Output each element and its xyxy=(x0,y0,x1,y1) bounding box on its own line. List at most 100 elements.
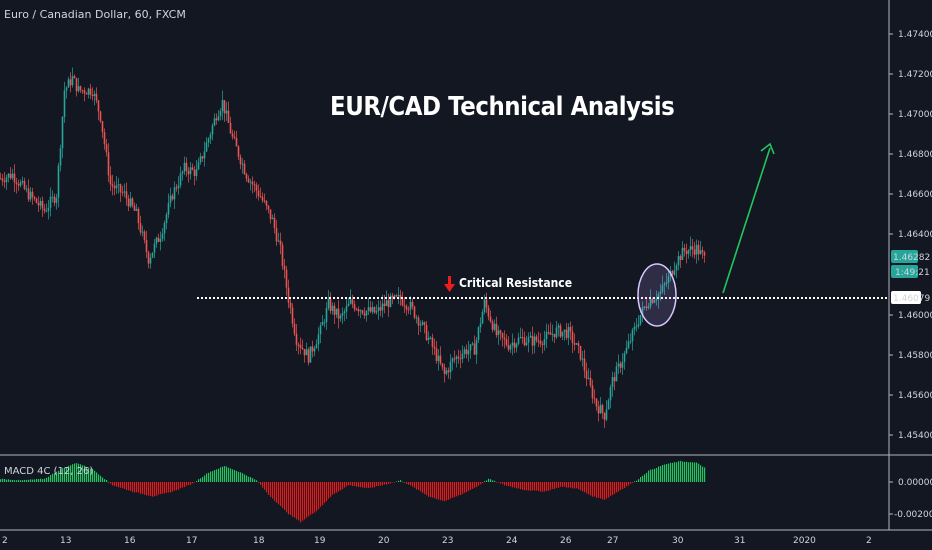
x-tick-label: 24 xyxy=(506,536,518,546)
candle-body xyxy=(649,299,652,307)
candle-body xyxy=(129,198,132,207)
candle-body xyxy=(161,233,164,239)
macd-bar xyxy=(376,482,378,487)
x-tick-label: 31 xyxy=(734,536,745,546)
macd-bar xyxy=(432,482,434,498)
macd-bar xyxy=(288,482,290,515)
candle-body xyxy=(377,307,380,312)
candle-body xyxy=(697,244,700,255)
macd-bar xyxy=(262,482,264,488)
candle-body xyxy=(97,100,100,112)
candle-body xyxy=(677,256,680,266)
macd-bar xyxy=(472,482,474,489)
macd-bar xyxy=(128,482,130,491)
candle-body xyxy=(331,305,334,311)
macd-bar xyxy=(630,482,632,484)
candle-body xyxy=(13,173,16,183)
candle-body xyxy=(245,174,248,179)
macd-bar xyxy=(174,482,176,491)
candle-body xyxy=(527,337,530,343)
candle-body xyxy=(633,326,636,330)
candle-body xyxy=(157,237,160,242)
candle-body xyxy=(397,295,400,297)
macd-bar xyxy=(456,482,458,497)
macd-bar xyxy=(366,482,368,488)
macd-bar xyxy=(368,482,370,489)
macd-bar xyxy=(620,482,622,491)
macd-bar xyxy=(46,477,48,482)
candle-body xyxy=(513,342,516,348)
macd-bar xyxy=(482,482,484,484)
macd-bar xyxy=(686,461,688,482)
candle-body xyxy=(29,191,32,200)
candle-body xyxy=(423,322,426,326)
macd-bar xyxy=(0,479,2,482)
candle-body xyxy=(201,156,204,159)
candle-body xyxy=(171,195,174,200)
macd-bar xyxy=(506,482,508,486)
macd-bar xyxy=(64,467,66,482)
candle-body xyxy=(307,349,310,363)
candle-body xyxy=(93,93,96,97)
macd-bar xyxy=(682,461,684,482)
candle-body xyxy=(537,340,540,342)
candle-body xyxy=(49,196,52,208)
candle-body xyxy=(357,309,360,312)
candle-body xyxy=(177,185,180,189)
macd-bar xyxy=(324,482,326,503)
candle-body xyxy=(289,302,292,308)
macd-bar xyxy=(252,478,254,482)
candle-body xyxy=(253,184,256,186)
candle-body xyxy=(485,299,488,308)
candle-body xyxy=(651,299,654,303)
candle-body xyxy=(561,331,564,337)
candle-body xyxy=(91,94,94,97)
macd-bar xyxy=(208,472,210,482)
candle-body xyxy=(185,162,188,171)
macd-bar xyxy=(70,465,72,482)
macd-bar xyxy=(138,482,140,493)
candle-body xyxy=(277,240,280,242)
macd-bar xyxy=(700,465,702,482)
candle-body xyxy=(283,265,286,270)
macd-bar xyxy=(358,482,360,487)
candle-body xyxy=(553,333,556,338)
candle-body xyxy=(199,156,202,163)
breakout-highlight-circle xyxy=(637,263,677,327)
macd-bar xyxy=(420,482,422,492)
macd-bar xyxy=(480,482,482,485)
macd-bar xyxy=(516,482,518,489)
candle-body xyxy=(383,303,386,306)
macd-bar xyxy=(604,482,606,500)
macd-bar xyxy=(306,482,308,518)
macd-bar xyxy=(94,470,96,482)
candle-body xyxy=(287,287,290,303)
macd-bar xyxy=(256,480,258,482)
macd-y-tick-label: 0.00000 xyxy=(898,478,932,488)
candle-body xyxy=(695,244,698,255)
candle-body xyxy=(303,349,306,356)
candle-body xyxy=(659,291,662,294)
macd-bar xyxy=(642,475,644,482)
candle-body xyxy=(311,346,314,352)
resistance-label: Critical Resistance xyxy=(459,276,573,290)
candle-body xyxy=(167,203,170,215)
candle-body xyxy=(641,307,644,315)
macd-bar xyxy=(200,478,202,482)
macd-bar xyxy=(622,482,624,490)
macd-bar xyxy=(442,482,444,501)
macd-bar xyxy=(144,482,146,495)
macd-bar xyxy=(98,474,100,482)
candle-body xyxy=(557,325,560,328)
macd-bar xyxy=(400,480,402,482)
x-tick-label: 16 xyxy=(124,536,136,546)
macd-bar xyxy=(618,482,620,492)
macd-bar xyxy=(356,482,358,487)
macd-bar xyxy=(392,482,394,483)
candle-body xyxy=(369,307,372,312)
candle-body xyxy=(209,134,212,139)
y-tick-label: 1.45600 xyxy=(898,391,932,401)
candle-body xyxy=(375,311,378,313)
macd-bar xyxy=(440,482,442,501)
